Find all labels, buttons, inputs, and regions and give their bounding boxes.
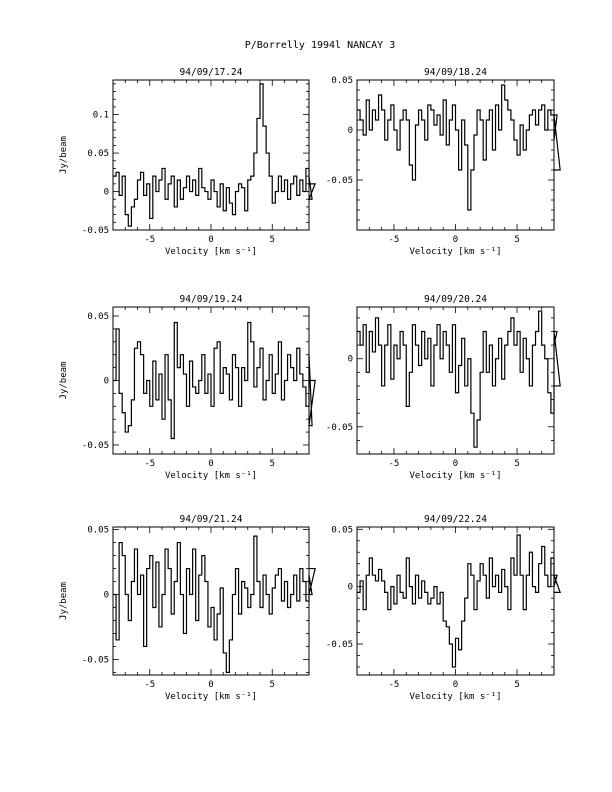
y-tick-label: 0.05 — [87, 526, 109, 536]
x-tick-label: 0 — [453, 235, 458, 245]
spectrum-line — [113, 83, 317, 227]
plot-frame — [112, 79, 310, 231]
y-axis-label: Jy/beam — [59, 362, 69, 400]
x-tick-label: -5 — [389, 235, 400, 245]
spectrum-line — [357, 310, 561, 448]
x-tick-label: 5 — [270, 680, 275, 690]
x-tick-label: 0 — [208, 680, 213, 690]
page-title: P/Borrelly 1994l NANCAY 3 — [245, 40, 396, 51]
panel-title: 94/09/18.24 — [424, 67, 487, 78]
y-tick-label: 0.05 — [87, 149, 109, 159]
x-tick-label: 0 — [453, 680, 458, 690]
spectrum-line — [113, 321, 316, 440]
panel-title: 94/09/22.24 — [424, 514, 487, 525]
x-tick-label: 5 — [270, 235, 275, 245]
x-axis-label: Velocity [km s⁻¹] — [409, 247, 501, 257]
y-tick-label: 0.05 — [87, 312, 109, 322]
y-tick-label: -0.05 — [82, 226, 109, 236]
x-tick-label: 0 — [453, 459, 458, 469]
y-tick-label: 0.05 — [331, 525, 353, 535]
x-axis-label: Velocity [km s⁻¹] — [165, 471, 257, 481]
x-tick-label: -5 — [144, 235, 155, 245]
x-axis-label: Velocity [km s⁻¹] — [165, 247, 257, 257]
panel-title: 94/09/21.24 — [180, 514, 243, 525]
y-tick-label: -0.05 — [82, 655, 109, 665]
plot-frame — [356, 79, 555, 231]
x-tick-label: 0 — [208, 235, 213, 245]
y-axis-label: Jy/beam — [59, 136, 69, 174]
y-tick-label: 0.05 — [331, 76, 353, 86]
y-tick-label: 0 — [104, 377, 109, 387]
spectrum-panel: -5 0 5 -0.05 0 94/09/20.24 Velocity [km s⁻¹] — [326, 294, 561, 481]
x-tick-label: 5 — [514, 680, 519, 690]
spectrum-line — [357, 534, 562, 668]
x-tick-label: 5 — [270, 459, 275, 469]
spectrum-panel: -5 0 5 -0.05 0 0.05 0.1 94/09/17.24 Velocity [km… — [59, 67, 317, 257]
spectrum-line — [113, 535, 316, 673]
x-axis-label: Velocity [km s⁻¹] — [165, 692, 257, 702]
spectrum-line — [357, 84, 561, 211]
x-tick-label: -5 — [389, 459, 400, 469]
y-tick-label: 0.1 — [93, 111, 109, 121]
y-tick-label: -0.05 — [326, 640, 353, 650]
x-tick-label: -5 — [389, 680, 400, 690]
y-tick-label: -0.05 — [326, 176, 353, 186]
y-tick-label: 0 — [104, 188, 109, 198]
spectrum-panel: -5 0 5 -0.05 0 0.05 94/09/18.24 Velocity [km s⁻… — [326, 67, 561, 257]
spectrum-panel: -5 0 5 -0.05 0 0.05 94/09/22.24 Velocity [km s⁻… — [326, 514, 562, 702]
y-tick-label: 0 — [104, 591, 109, 601]
panel-title: 94/09/19.24 — [180, 294, 243, 305]
y-axis-label: Jy/beam — [59, 582, 69, 620]
spectrum-panel: -5 0 5 -0.05 0 0.05 94/09/21.24 Velocity [km s⁻… — [59, 514, 316, 702]
x-axis-label: Velocity [km s⁻¹] — [409, 471, 501, 481]
x-tick-label: 5 — [514, 235, 519, 245]
x-tick-label: 0 — [208, 459, 213, 469]
y-tick-label: -0.05 — [82, 441, 109, 451]
y-tick-label: 0 — [348, 355, 353, 365]
x-tick-label: -5 — [144, 459, 155, 469]
panel-title: 94/09/17.24 — [180, 67, 243, 78]
x-tick-label: -5 — [144, 680, 155, 690]
x-tick-label: 5 — [514, 459, 519, 469]
plot-frame — [112, 526, 310, 676]
y-tick-label: -0.05 — [326, 423, 353, 433]
spectrum-panel: -5 0 5 -0.05 0 0.05 94/09/19.24 Velocity [km s⁻… — [59, 294, 316, 481]
x-axis-label: Velocity [km s⁻¹] — [409, 692, 501, 702]
y-tick-label: 0 — [348, 126, 353, 136]
panel-title: 94/09/20.24 — [424, 294, 487, 305]
y-tick-label: 0 — [348, 583, 353, 593]
